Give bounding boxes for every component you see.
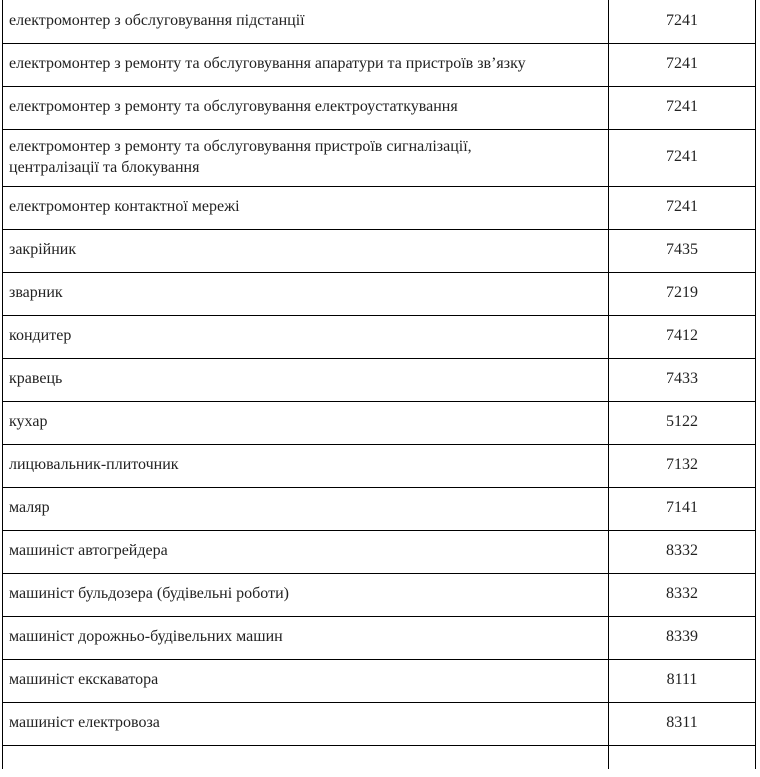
code-cell: 7241 [608, 0, 756, 44]
code-cell: 7241 [608, 185, 756, 230]
code-cell: 7132 [608, 443, 756, 488]
table-row: машиніст екскаватора 8111 [2, 658, 756, 703]
profession-cell [2, 744, 609, 769]
table-row: кравець 7433 [2, 357, 756, 402]
table-row: машиніст електровоза 8311 [2, 701, 756, 746]
code-cell: 7241 [608, 85, 756, 130]
table-row: маляр 7141 [2, 486, 756, 531]
table-row-partial [2, 744, 756, 769]
code-cell: 8111 [608, 658, 756, 703]
profession-cell: електромонтер з ремонту та обслуговуванн… [2, 128, 609, 187]
code-cell: 8339 [608, 615, 756, 660]
code-cell: 5122 [608, 400, 756, 445]
code-cell: 7435 [608, 228, 756, 273]
profession-cell: машиніст автогрейдера [2, 529, 609, 574]
code-cell: 7412 [608, 314, 756, 359]
table-row: зварник 7219 [2, 271, 756, 316]
profession-cell: машиніст дорожньо-будівельних машин [2, 615, 609, 660]
table-row: машиніст бульдозера (будівельні роботи) … [2, 572, 756, 617]
profession-cell: електромонтер контактної мережі [2, 185, 609, 230]
code-cell: 8311 [608, 701, 756, 746]
profession-cell: закрійник [2, 228, 609, 273]
table-row: машиніст автогрейдера 8332 [2, 529, 756, 574]
table-row: лицювальник-плиточник 7132 [2, 443, 756, 488]
code-cell [608, 744, 756, 769]
table-row: електромонтер з ремонту та обслуговуванн… [2, 128, 756, 187]
code-cell: 7241 [608, 42, 756, 87]
profession-cell: лицювальник-плиточник [2, 443, 609, 488]
code-cell: 7433 [608, 357, 756, 402]
table-row: електромонтер контактної мережі 7241 [2, 185, 756, 230]
table-row: закрійник 7435 [2, 228, 756, 273]
profession-cell: електромонтер з ремонту та обслуговуванн… [2, 42, 609, 87]
profession-cell: електромонтер з ремонту та обслуговуванн… [2, 85, 609, 130]
code-cell: 7219 [608, 271, 756, 316]
table-row: електромонтер з обслуговування підстанці… [2, 0, 756, 44]
profession-cell: машиніст електровоза [2, 701, 609, 746]
code-cell: 7241 [608, 128, 756, 187]
code-cell: 8332 [608, 529, 756, 574]
profession-cell: кондитер [2, 314, 609, 359]
code-cell: 8332 [608, 572, 756, 617]
table-row: кухар 5122 [2, 400, 756, 445]
table-row: електромонтер з ремонту та обслуговуванн… [2, 42, 756, 87]
profession-cell: електромонтер з обслуговування підстанці… [2, 0, 609, 44]
table-row: машиніст дорожньо-будівельних машин 8339 [2, 615, 756, 660]
profession-cell: кухар [2, 400, 609, 445]
profession-cell: машиніст екскаватора [2, 658, 609, 703]
table-row: електромонтер з ремонту та обслуговуванн… [2, 85, 756, 130]
profession-cell: машиніст бульдозера (будівельні роботи) [2, 572, 609, 617]
table-row: кондитер 7412 [2, 314, 756, 359]
code-cell: 7141 [608, 486, 756, 531]
profession-cell: маляр [2, 486, 609, 531]
profession-cell: кравець [2, 357, 609, 402]
profession-cell: зварник [2, 271, 609, 316]
